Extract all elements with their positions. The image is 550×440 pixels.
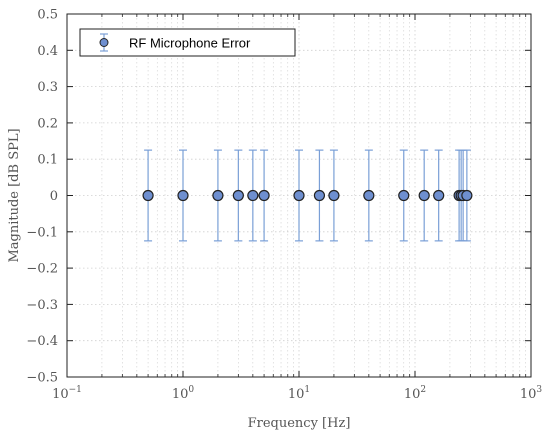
y-tick-label: −0.3 — [26, 298, 58, 313]
legend: RF Microphone Error — [79, 28, 296, 57]
data-point — [142, 189, 154, 202]
x-tick-label: 102 — [404, 385, 426, 402]
data-points — [142, 189, 473, 202]
data-point — [232, 189, 244, 202]
x-axis-label: Frequency [Hz] — [248, 416, 351, 431]
data-point — [461, 189, 473, 202]
legend-label: RF Microphone Error — [129, 36, 251, 51]
data-point — [258, 189, 270, 202]
y-tick-label: −0.1 — [26, 225, 58, 240]
y-tick-label: 0.4 — [37, 44, 58, 59]
data-point — [212, 189, 224, 202]
y-tick-label: 0.5 — [37, 8, 58, 23]
y-tick-label: −0.5 — [26, 371, 58, 386]
x-tick-label: 100 — [172, 385, 195, 402]
data-point — [398, 189, 410, 202]
x-tick-label: 103 — [520, 385, 543, 402]
data-point — [363, 189, 375, 202]
data-point — [328, 189, 340, 202]
data-point — [433, 189, 445, 202]
y-tick-label: 0.3 — [37, 80, 58, 95]
y-axis-label: Magnitude [dB SPL] — [7, 128, 22, 262]
x-tick-label: 101 — [288, 385, 310, 402]
data-point — [313, 189, 326, 202]
data-point — [293, 189, 305, 202]
y-tick-label: 0.1 — [37, 153, 58, 168]
legend-box — [79, 28, 296, 57]
y-tick-label: 0.2 — [37, 116, 58, 131]
legend-marker-icon — [99, 38, 109, 47]
data-point — [177, 189, 189, 202]
tick-labels: 10−1 100 101 102 103 0.5 0.4 0.3 0.2 0.1 0 −0.1 −0.2… — [26, 8, 542, 403]
y-tick-label: −0.2 — [26, 262, 58, 277]
plot-frame — [66, 13, 532, 378]
data-point — [418, 189, 430, 202]
y-tick-label: 0 — [50, 189, 58, 204]
y-tick-label: −0.4 — [26, 334, 58, 349]
data-point — [247, 189, 259, 202]
x-tick-label: 10−1 — [52, 385, 82, 402]
